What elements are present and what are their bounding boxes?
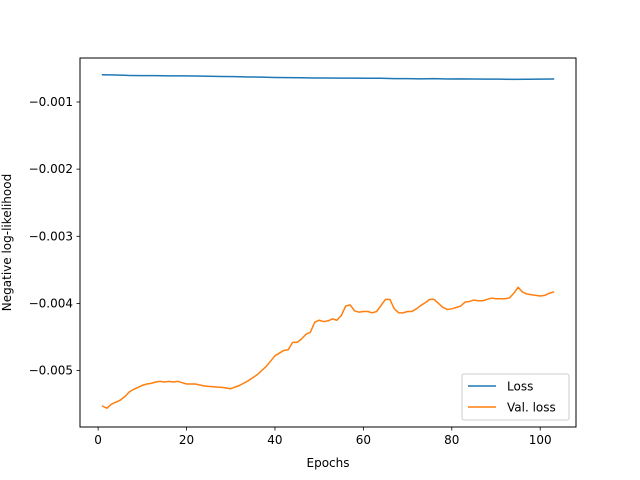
plot-lines [101, 74, 555, 409]
y-axis-ticks: −0.001 −0.002 −0.003 −0.004 −0.005 [29, 95, 80, 378]
x-tick-label: 60 [356, 433, 371, 447]
series-line-0 [101, 74, 555, 81]
y-tick-label: −0.002 [29, 162, 73, 176]
y-tick-label: −0.004 [29, 296, 73, 310]
legend-label-0: Loss [507, 380, 533, 394]
x-tick-label: 20 [179, 433, 194, 447]
legend-label-1: Val. loss [507, 401, 556, 415]
y-tick-label: −0.005 [29, 364, 73, 378]
x-tick-label: 0 [94, 433, 102, 447]
y-tick-label: −0.003 [29, 229, 73, 243]
x-axis-label: Epochs [307, 456, 350, 470]
x-tick-label: 40 [267, 433, 282, 447]
legend: Loss Val. loss [461, 373, 570, 421]
x-tick-label: 100 [529, 433, 552, 447]
x-tick-label: 80 [444, 433, 459, 447]
plot-frame [79, 57, 577, 428]
series-line-1 [101, 286, 555, 409]
y-tick-label: −0.001 [29, 95, 73, 109]
y-axis-label: Negative log-likelihood [0, 174, 14, 311]
x-axis-ticks: 0 20 40 60 80 100 [94, 427, 552, 447]
